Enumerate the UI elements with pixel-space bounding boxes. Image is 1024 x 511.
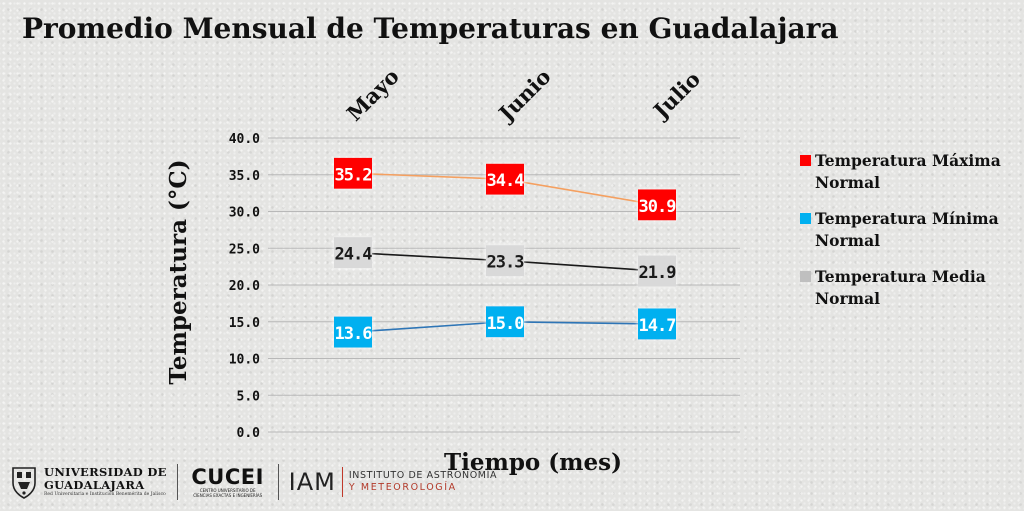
iam-line-1: INSTITUTO DE ASTRONOMÍA (348, 470, 498, 481)
data-labels: 35.2 34.4 30.9 13.6 15.0 14.7 24.4 23.3 21.9 (334, 157, 677, 348)
cucei-logo: CUCEI CENTRO UNIVERSITARIO DE CIENCIAS E… (188, 466, 268, 498)
data-label-box (486, 163, 524, 195)
data-point: 13.6 (334, 316, 373, 348)
legend-item-mean: Temperatura Media Normal (800, 266, 1020, 310)
iam-logo: IAM INSTITUTO DE ASTRONOMÍA Y METEOROLOG… (289, 467, 497, 497)
data-point: 34.4 (486, 163, 525, 195)
data-label: 34.4 (487, 171, 525, 191)
y-tick-label: 15.0 (229, 316, 260, 331)
logo-divider (277, 464, 279, 500)
cucei-sub-2: CIENCIAS EXACTAS E INGENIERÍAS (193, 493, 263, 498)
data-label: 13.6 (335, 324, 373, 344)
chart-legend: Temperatura Máxima Normal Temperatura Mí… (800, 150, 1020, 324)
y-tick-label: 25.0 (229, 242, 260, 257)
legend-item-min: Temperatura Mínima Normal (800, 208, 1020, 252)
udg-tagline: Red Universitaria e Institución Beneméri… (44, 492, 166, 497)
data-label-box (638, 255, 676, 287)
legend-label-max: Temperatura Máxima Normal (815, 151, 1001, 192)
data-label: 35.2 (335, 165, 372, 185)
data-label-box (334, 237, 372, 269)
y-tick-labels: 0.0 5.0 10.0 15.0 20.0 25.0 30.0 35.0 40.0 (229, 132, 260, 441)
udg-name-line-2: GUADALAJARA (44, 478, 145, 492)
x-tick-labels: Mayo Junio Julio (342, 64, 705, 127)
institution-logos: UNIVERSIDAD DE GUADALAJARA Red Universit… (10, 462, 497, 502)
legend-item-max: Temperatura Máxima Normal (800, 150, 1020, 194)
x-tick-label: Julio (647, 66, 705, 124)
udg-logo: UNIVERSIDAD DE GUADALAJARA Red Universit… (10, 465, 167, 499)
cucei-name: CUCEI (191, 465, 264, 489)
udg-shield-icon (12, 467, 36, 499)
data-label: 14.7 (639, 316, 676, 336)
data-point: 14.7 (638, 308, 676, 340)
y-tick-label: 35.0 (229, 169, 260, 184)
iam-line-2: Y METEOROLOGÍA (348, 482, 457, 493)
data-label: 23.3 (487, 253, 525, 273)
x-axis-title: Tiempo (mes) (444, 449, 622, 476)
data-point: 21.9 (638, 255, 677, 287)
y-tick-label: 10.0 (229, 353, 260, 368)
legend-swatch-min (800, 213, 811, 224)
x-tick-label: Mayo (342, 64, 404, 126)
data-label-box (638, 308, 676, 340)
data-point: 35.2 (334, 157, 372, 189)
data-point: 15.0 (486, 306, 525, 338)
data-point: 30.9 (638, 189, 677, 221)
y-tick-label: 30.0 (229, 206, 260, 221)
iam-name: IAM (288, 468, 336, 496)
udg-name-line-1: UNIVERSIDAD DE (44, 465, 167, 479)
data-label: 24.4 (335, 245, 373, 265)
data-label-box (638, 189, 676, 221)
data-label: 21.9 (639, 263, 677, 283)
legend-label-min: Temperatura Mínima Normal (815, 209, 999, 250)
data-label: 30.9 (639, 197, 677, 217)
data-label-box (486, 306, 524, 338)
data-point: 24.4 (334, 237, 373, 269)
iam-divider (341, 467, 343, 497)
y-tick-label: 0.0 (237, 426, 261, 441)
chart-title: Promedio Mensual de Temperaturas en Guad… (22, 12, 839, 45)
legend-label-mean: Temperatura Media Normal (815, 267, 986, 308)
data-point: 23.3 (486, 245, 525, 277)
y-axis-title: Temperatura (°C) (165, 159, 192, 384)
y-tick-label: 20.0 (229, 279, 260, 294)
data-label-box (486, 245, 524, 277)
data-label: 15.0 (487, 314, 525, 334)
cucei-sub-1: CENTRO UNIVERSITARIO DE (199, 488, 256, 493)
y-tick-label: 40.0 (229, 132, 260, 147)
data-label-box (334, 316, 372, 348)
legend-swatch-max (800, 155, 811, 166)
data-label-box (334, 157, 372, 189)
logo-divider (176, 464, 178, 500)
y-tick-label: 5.0 (237, 389, 261, 404)
legend-swatch-mean (800, 271, 811, 282)
x-tick-label: Junio (492, 64, 555, 127)
